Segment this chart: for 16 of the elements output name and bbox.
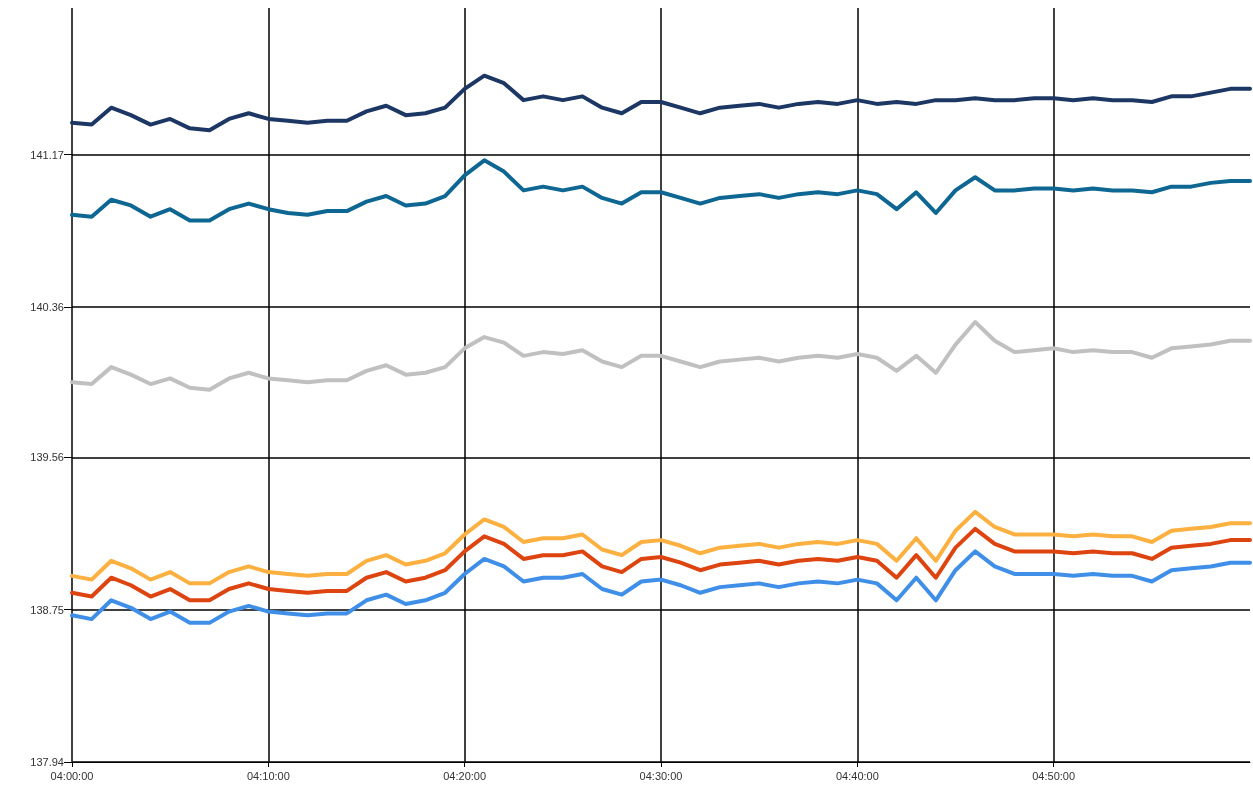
line-series xyxy=(70,509,1252,586)
y-tick-label: 140.36 xyxy=(30,300,64,313)
x-tick-label: 04:10:00 xyxy=(246,769,290,782)
y-tick-label: 139.56 xyxy=(30,451,64,464)
x-tick-label: 04:40:00 xyxy=(835,769,879,782)
line-series xyxy=(70,158,1252,223)
x-tick-label: 04:00:00 xyxy=(50,769,94,782)
y-tick-label: 141.17 xyxy=(30,148,64,161)
x-tick-label: 04:30:00 xyxy=(639,769,683,782)
line-series xyxy=(70,526,1252,603)
line-series xyxy=(70,320,1252,392)
x-tick-label: 04:50:00 xyxy=(1032,769,1076,782)
y-tick-label: 137.94 xyxy=(30,756,64,768)
y-tick-label: 138.75 xyxy=(30,603,64,616)
x-tick-label: 04:20:00 xyxy=(443,769,487,782)
line-series xyxy=(70,73,1252,133)
